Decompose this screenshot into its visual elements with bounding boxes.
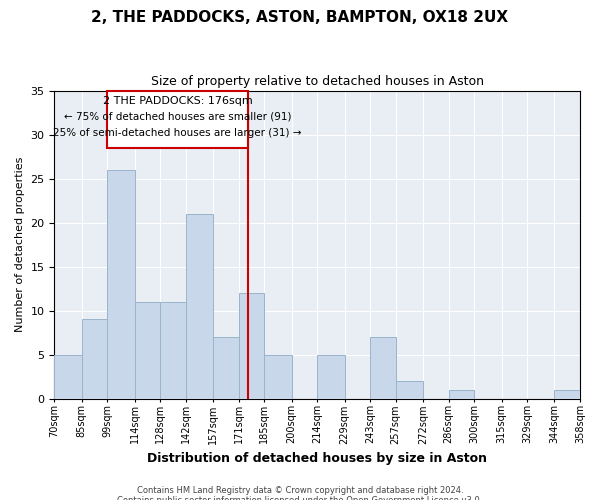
Title: Size of property relative to detached houses in Aston: Size of property relative to detached ho… [151,75,484,88]
Bar [213,337,239,398]
Text: 2 THE PADDOCKS: 176sqm: 2 THE PADDOCKS: 176sqm [103,96,253,106]
Text: 2, THE PADDOCKS, ASTON, BAMPTON, OX18 2UX: 2, THE PADDOCKS, ASTON, BAMPTON, OX18 2U… [91,10,509,25]
Bar [395,381,423,398]
Text: ← 75% of detached houses are smaller (91): ← 75% of detached houses are smaller (91… [64,112,292,122]
Bar [449,390,474,398]
FancyBboxPatch shape [107,90,248,148]
Bar [55,354,82,399]
Text: 25% of semi-detached houses are larger (31) →: 25% of semi-detached houses are larger (… [53,128,302,138]
Bar [135,302,160,398]
Bar [107,170,135,398]
X-axis label: Distribution of detached houses by size in Aston: Distribution of detached houses by size … [147,452,487,465]
Y-axis label: Number of detached properties: Number of detached properties [15,157,25,332]
Bar [317,354,344,399]
Bar [554,390,580,398]
Bar [264,354,292,399]
Bar [370,337,395,398]
Bar [160,302,186,398]
Bar [239,293,264,399]
Bar [82,320,107,398]
Text: Contains public sector information licensed under the Open Government Licence v3: Contains public sector information licen… [118,496,482,500]
Bar [186,214,213,398]
Text: Contains HM Land Registry data © Crown copyright and database right 2024.: Contains HM Land Registry data © Crown c… [137,486,463,495]
